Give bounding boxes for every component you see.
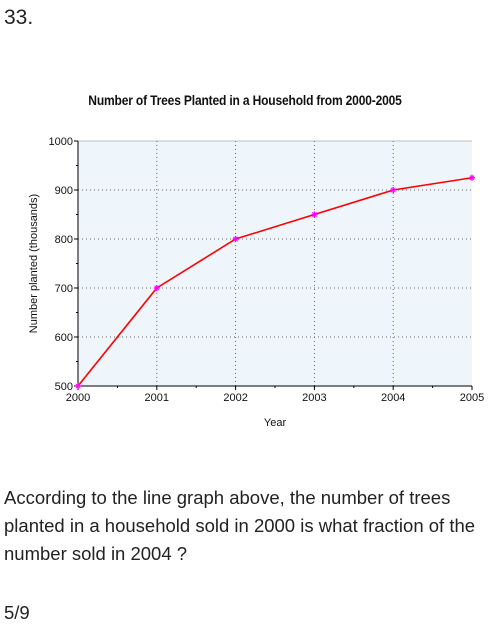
y-tick-label: 600 xyxy=(55,332,73,344)
x-tick-label: 2000 xyxy=(66,392,90,404)
question-number: 33. xyxy=(4,6,34,29)
x-tick-label: 2005 xyxy=(460,392,484,404)
y-ticks: 500 600 700 800 900 1000 xyxy=(49,136,78,393)
x-tick-label: 2003 xyxy=(302,392,326,404)
chart-title: Number of Trees Planted in a Household f… xyxy=(88,92,402,108)
data-point xyxy=(311,211,318,218)
y-tick-label: 800 xyxy=(55,234,73,246)
y-tick-label: 1000 xyxy=(49,136,73,148)
line-chart: 500 600 700 800 900 1000 2000 2001 2002 2003 2004… xyxy=(28,136,484,429)
x-tick-label: 2001 xyxy=(145,392,169,404)
answer-text: 5/9 xyxy=(4,602,30,623)
y-tick-label: 700 xyxy=(55,283,73,295)
x-axis-label: Year xyxy=(264,417,287,429)
y-tick-label: 500 xyxy=(55,381,73,393)
data-point xyxy=(390,187,397,193)
data-point xyxy=(153,285,160,291)
series-line xyxy=(77,176,473,387)
y-tick-label: 900 xyxy=(55,185,73,197)
question-text: According to the line graph above, the n… xyxy=(4,487,476,564)
data-point xyxy=(469,174,475,181)
x-tick-label: 2004 xyxy=(381,392,405,404)
data-point xyxy=(75,383,81,389)
grid-lines xyxy=(78,141,472,386)
plot-area xyxy=(78,141,472,386)
data-point xyxy=(232,236,239,242)
y-axis-label: Number planted (thousands) xyxy=(28,194,40,333)
x-tick-label: 2002 xyxy=(223,392,247,404)
x-ticks: 2000 2001 2002 2003 2004 2005 xyxy=(66,386,484,404)
series-group xyxy=(75,174,475,389)
